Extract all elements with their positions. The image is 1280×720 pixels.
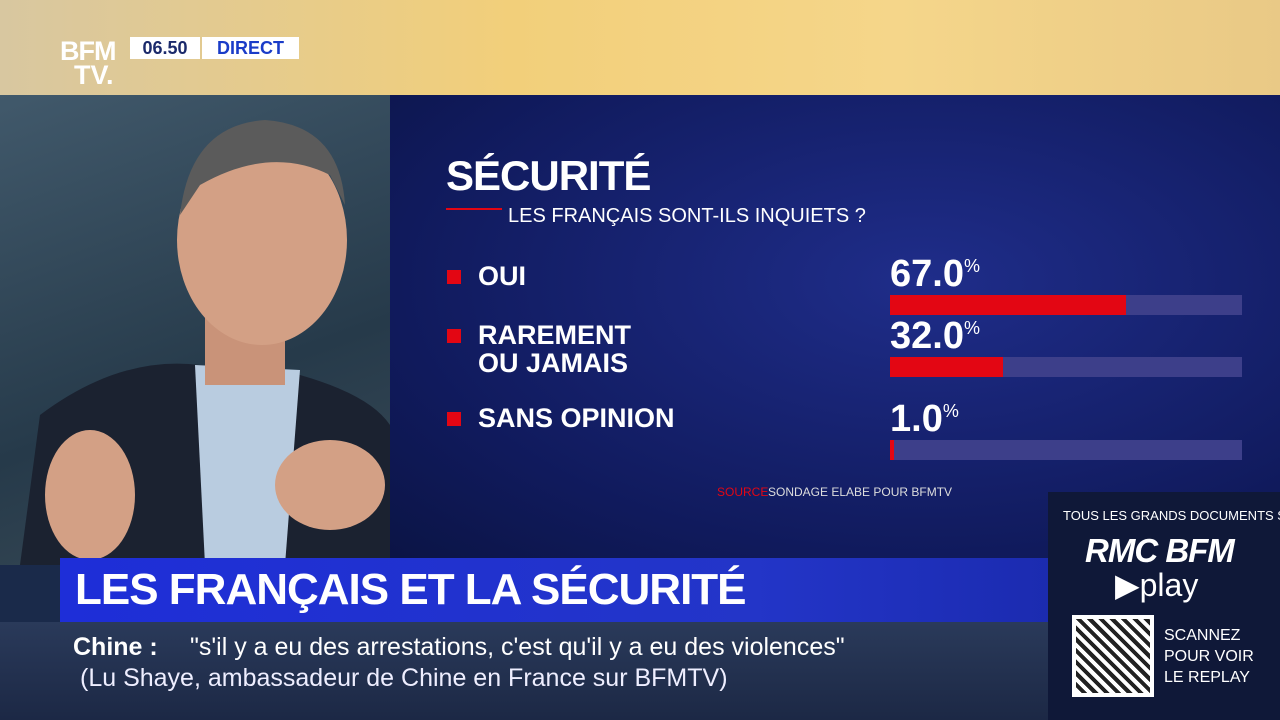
promo-brand-sub: ▶play [1115,567,1199,603]
promo-text: TOUS LES GRANDS DOCUMENTS SUR [1063,508,1280,523]
logo: BFM [60,36,116,66]
bar [890,440,894,460]
category-label: OUI [478,261,527,291]
legend-bullet [447,412,461,426]
qr-code [1072,615,1154,697]
live-badge: DIRECT [202,37,299,59]
value-label: 32.0% [890,315,980,357]
ticker-topic: Chine : [73,633,158,661]
headline: LES FRANÇAIS ET LA SÉCURITÉ [75,565,747,614]
bar [890,357,1003,377]
bar-track [890,440,1242,460]
chart-title: SÉCURITÉ [446,152,651,199]
category-label: RAREMENT OU JAMAIS [478,320,631,378]
bar [890,295,1126,315]
ticker-attribution: (Lu Shaye, ambassadeur de Chine en Franc… [80,664,728,692]
source: SONDAGE ELABE POUR BFMTV [768,485,953,499]
source-label: SOURCE [717,485,769,499]
headline-bar [60,558,1050,622]
chart-panel [390,95,1280,560]
promo-cta: SCANNEZ POUR VOIR LE REPLAY [1164,627,1254,686]
logo: TV. [74,60,114,90]
value-label: 1.0% [890,398,959,440]
ticker-quote: "s'il y a eu des arrestations, c'est qu'… [190,633,845,661]
legend-bullet [447,329,461,343]
ticker-bar [0,622,1048,720]
clock: 06.50 [130,37,200,59]
studio-view [0,95,390,565]
value-label: 67.0% [890,253,980,295]
accent-line [446,208,502,210]
chart-subtitle: LES FRANÇAIS SONT-ILS INQUIETS ? [508,205,866,227]
presenter [20,120,390,565]
category-label: SANS OPINION [478,403,675,433]
promo-brand: RMC BFM [1085,532,1235,569]
legend-bullet [447,270,461,284]
